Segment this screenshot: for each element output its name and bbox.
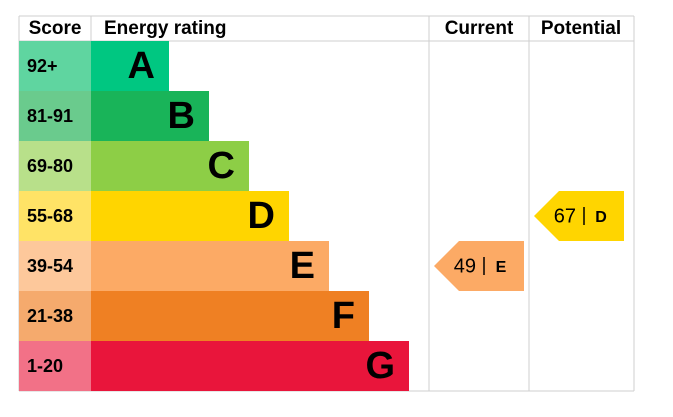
score-label: 21-38 xyxy=(27,306,73,326)
rating-letter: F xyxy=(332,295,355,337)
potential-arrow xyxy=(534,191,624,241)
score-cell xyxy=(19,241,91,291)
rating-letter: B xyxy=(168,95,195,137)
header-current: Current xyxy=(445,18,514,39)
score-cell xyxy=(19,291,91,341)
potential-score: 67 xyxy=(554,205,576,227)
rating-bar xyxy=(91,91,209,141)
header-potential: Potential xyxy=(541,18,621,39)
score-label: 55-68 xyxy=(27,206,73,226)
score-label: 39-54 xyxy=(27,256,73,276)
score-label: 69-80 xyxy=(27,156,73,176)
header-score: Score xyxy=(29,18,82,39)
score-cell xyxy=(19,91,91,141)
rating-bar xyxy=(91,191,289,241)
current-rating: E xyxy=(496,259,507,276)
score-label: 81-91 xyxy=(27,106,73,126)
score-label: 92+ xyxy=(27,56,58,76)
score-label: 1-20 xyxy=(27,356,63,376)
rating-bar xyxy=(91,291,369,341)
score-cell xyxy=(19,141,91,191)
rating-bar xyxy=(91,141,249,191)
rating-letter: E xyxy=(290,245,315,287)
potential-rating: D xyxy=(595,209,607,226)
header-rating: Energy rating xyxy=(104,18,226,39)
score-cell xyxy=(19,191,91,241)
score-cell xyxy=(19,41,91,91)
rating-letter: G xyxy=(365,345,395,387)
rating-letter: C xyxy=(208,145,235,187)
rating-bar xyxy=(91,241,329,291)
current-arrow xyxy=(434,241,524,291)
rating-letter: D xyxy=(248,195,275,237)
rating-bar xyxy=(91,341,409,391)
rating-bar xyxy=(91,41,169,91)
rating-letter: A xyxy=(128,45,155,87)
current-score: 49 xyxy=(454,255,476,277)
score-cell xyxy=(19,341,91,391)
